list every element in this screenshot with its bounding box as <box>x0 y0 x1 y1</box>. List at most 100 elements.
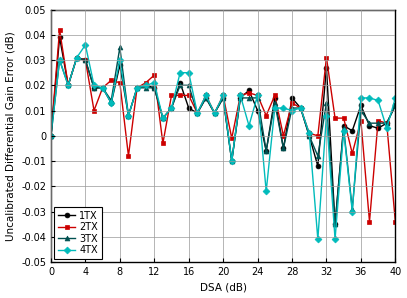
1TX <box>333 222 337 226</box>
2TX <box>229 136 234 140</box>
3TX <box>160 116 165 120</box>
2TX <box>178 94 183 97</box>
2TX <box>74 56 79 59</box>
1TX <box>83 58 88 62</box>
3TX <box>74 56 79 59</box>
2TX <box>92 109 96 112</box>
Line: 1TX: 1TX <box>48 35 398 226</box>
3TX <box>393 104 398 107</box>
4TX <box>229 159 234 163</box>
4TX <box>298 106 303 110</box>
1TX <box>204 96 208 100</box>
1TX <box>92 86 96 90</box>
4TX <box>135 86 140 90</box>
Line: 3TX: 3TX <box>48 45 398 226</box>
3TX <box>281 147 286 150</box>
2TX <box>204 94 208 97</box>
Line: 4TX: 4TX <box>48 43 398 242</box>
2TX <box>393 220 398 224</box>
2TX <box>100 86 105 90</box>
4TX <box>341 129 346 133</box>
3TX <box>221 96 225 100</box>
2TX <box>272 94 277 97</box>
2TX <box>109 78 114 82</box>
1TX <box>74 56 79 59</box>
3TX <box>195 111 200 115</box>
1TX <box>126 114 131 117</box>
1TX <box>109 101 114 105</box>
4TX <box>238 94 243 97</box>
3TX <box>186 83 191 87</box>
2TX <box>186 94 191 97</box>
1TX <box>307 134 312 138</box>
3TX <box>169 106 174 110</box>
3TX <box>315 154 320 158</box>
3TX <box>376 121 381 125</box>
3TX <box>135 86 140 90</box>
4TX <box>169 106 174 110</box>
4TX <box>247 124 252 128</box>
3TX <box>212 111 217 115</box>
2TX <box>57 28 62 32</box>
3TX <box>333 222 337 226</box>
4TX <box>307 131 312 135</box>
4TX <box>264 190 269 193</box>
2TX <box>359 119 363 122</box>
4TX <box>152 81 157 85</box>
3TX <box>289 106 294 110</box>
2TX <box>66 83 71 87</box>
4TX <box>160 116 165 120</box>
1TX <box>178 81 183 85</box>
4TX <box>255 94 260 97</box>
1TX <box>100 86 105 90</box>
3TX <box>264 149 269 153</box>
3TX <box>247 96 252 100</box>
4TX <box>359 96 363 100</box>
1TX <box>376 126 381 130</box>
1TX <box>393 104 398 107</box>
4TX <box>324 114 329 117</box>
3TX <box>92 86 96 90</box>
1TX <box>272 96 277 100</box>
3TX <box>48 134 53 138</box>
4TX <box>350 210 355 213</box>
1TX <box>247 89 252 92</box>
4TX <box>204 94 208 97</box>
4TX <box>376 99 381 102</box>
1TX <box>135 86 140 90</box>
X-axis label: DSA (dB): DSA (dB) <box>200 283 247 292</box>
2TX <box>384 121 389 125</box>
2TX <box>367 220 372 224</box>
1TX <box>298 106 303 110</box>
1TX <box>143 83 148 87</box>
Legend: 1TX, 2TX, 3TX, 4TX: 1TX, 2TX, 3TX, 4TX <box>54 207 102 259</box>
2TX <box>247 91 252 95</box>
4TX <box>212 111 217 115</box>
3TX <box>152 86 157 90</box>
1TX <box>152 86 157 90</box>
4TX <box>178 71 183 74</box>
3TX <box>324 101 329 105</box>
Line: 2TX: 2TX <box>48 27 398 224</box>
1TX <box>229 159 234 163</box>
3TX <box>57 58 62 62</box>
4TX <box>100 86 105 90</box>
2TX <box>255 94 260 97</box>
1TX <box>281 147 286 150</box>
2TX <box>212 111 217 115</box>
1TX <box>48 134 53 138</box>
2TX <box>324 56 329 59</box>
1TX <box>264 149 269 153</box>
2TX <box>315 134 320 138</box>
3TX <box>178 83 183 87</box>
3TX <box>229 159 234 163</box>
3TX <box>367 121 372 125</box>
2TX <box>169 94 174 97</box>
2TX <box>333 116 337 120</box>
3TX <box>384 121 389 125</box>
1TX <box>186 106 191 110</box>
1TX <box>195 111 200 115</box>
1TX <box>367 124 372 128</box>
3TX <box>350 207 355 211</box>
2TX <box>281 134 286 138</box>
